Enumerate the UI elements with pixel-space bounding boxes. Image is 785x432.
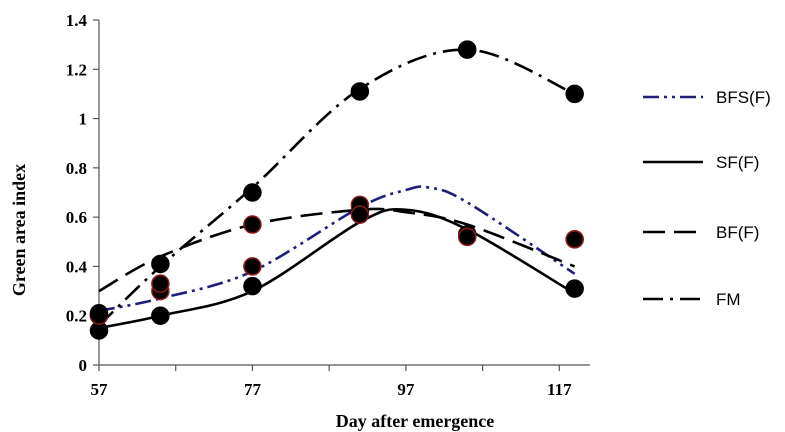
legend-item: SF(F) [643,153,759,172]
series-sf-f [98,207,576,330]
data-point [151,254,170,274]
data-point [350,205,370,224]
legend: BFS(F) SF(F) BF(F) FM [643,88,771,309]
legend-item: BF(F) [643,223,759,242]
x-tick-label: 57 [91,380,109,399]
series-line [98,185,576,313]
x-axis-title: Day after emergence [336,411,495,431]
y-tick-label: 0 [79,356,88,375]
series-line [98,48,576,327]
data-point [151,306,170,325]
y-tick-label: 1.4 [66,11,88,30]
data-point [458,227,477,247]
y-tick-label: 0.4 [66,257,88,276]
data-point [89,304,109,323]
y-axis-title: Green area index [9,164,29,296]
legend-label: SF(F) [716,153,759,172]
series-layer [89,40,584,340]
y-tick-label: 1.2 [66,60,87,79]
y-tick-label: 1 [79,110,88,129]
x-tick-label: 97 [397,380,415,399]
data-point [243,257,262,276]
legend-label: FM [716,290,741,309]
legend-item: BFS(F) [643,88,771,107]
y-tick-label: 0.6 [66,208,87,227]
x-axis: 57 77 97 117 [91,364,590,399]
series-bfs-f [98,185,576,313]
legend-label: BFS(F) [716,88,771,107]
data-point [243,276,262,296]
y-axis: 0 0.2 0.4 0.6 0.8 1 1.2 1.4 [66,11,100,375]
data-point [565,230,584,249]
x-tick-label: 117 [547,380,572,399]
data-point [243,215,262,234]
series-fm [98,48,576,327]
data-point [458,40,477,59]
y-tick-label: 0.2 [66,307,87,326]
data-point [565,279,584,298]
series-markers [89,40,584,323]
data-point [565,84,584,104]
data-point [151,274,170,293]
data-point [243,183,262,202]
x-tick-label: 77 [244,380,262,399]
y-tick-label: 0.8 [66,159,87,178]
data-point [350,82,370,101]
legend-item: FM [643,290,741,309]
series-markers [89,205,584,325]
legend-label: BF(F) [716,223,759,242]
series-line [98,207,576,330]
